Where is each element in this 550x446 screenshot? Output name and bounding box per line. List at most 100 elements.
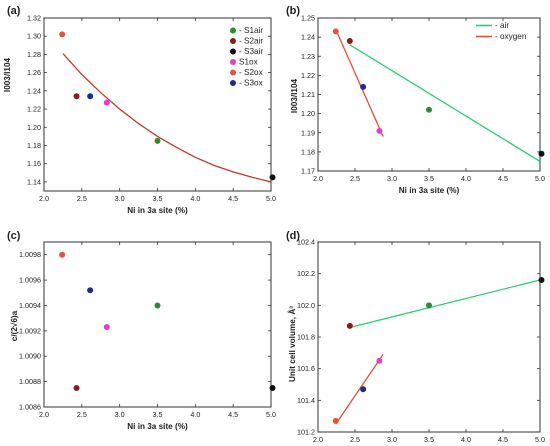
x-tick-label: 5.0 (266, 194, 276, 203)
trend-line-2 (335, 29, 384, 137)
legend-entry: S1ox (239, 58, 258, 67)
x-tick-label: 2.5 (350, 174, 360, 183)
x-tick-label: 4.0 (190, 194, 200, 203)
data-point (332, 28, 339, 35)
legend-marker (230, 59, 236, 65)
legend-entry: - air (495, 21, 509, 30)
y-tick-label: 1.0088 (19, 377, 41, 386)
x-tick-label: 5.0 (535, 435, 545, 444)
y-tick-label: 1.0086 (19, 403, 41, 412)
x-tick-label: 2.0 (39, 410, 49, 419)
y-axis-title: I003/I104 (290, 78, 299, 113)
y-tick-label: 1.0092 (19, 326, 41, 335)
x-tick-label: 2.0 (39, 194, 49, 203)
x-tick-label: 3.0 (115, 410, 125, 419)
y-tick-label: 1.16 (27, 159, 41, 168)
y-tick-label: 1.25 (301, 14, 315, 23)
data-point (426, 302, 432, 309)
data-point (376, 357, 383, 364)
x-tick-label: 5.0 (535, 174, 545, 183)
y-tick-label: 1.0094 (19, 301, 41, 310)
x-tick-label: 3.5 (153, 194, 163, 203)
x-tick-label: 2.0 (313, 174, 323, 183)
y-tick-label: 1.18 (27, 141, 41, 150)
legend-marker (230, 27, 236, 34)
x-tick-label: 2.5 (77, 194, 87, 203)
data-point (426, 106, 432, 113)
y-tick-label: 1.20 (27, 123, 41, 132)
chart-panel-3: (c) 2.0 2.5 3.0 3.5 4.0 4.5 5.0 1.0086 1.0088 1.00… (7, 230, 276, 431)
x-tick-label: 4.0 (190, 410, 200, 419)
y-tick-label: 101.2 (297, 428, 315, 437)
x-tick-label: 3.5 (424, 435, 434, 444)
y-tick-label: 1.32 (27, 14, 41, 23)
data-point (346, 322, 353, 329)
legend-marker (230, 80, 236, 86)
x-tick-label: 4.0 (461, 174, 471, 183)
y-tick-label: 102.0 (297, 301, 315, 310)
x-tick-label: 5.0 (266, 410, 276, 419)
panel-label: (c) (7, 230, 21, 242)
y-tick-label: 1.17 (301, 167, 315, 176)
y-tick-label: 1.0090 (19, 352, 41, 361)
legend-entry: - oxygen (495, 32, 527, 41)
data-point (103, 99, 110, 106)
data-point (538, 150, 545, 157)
data-point (103, 324, 110, 331)
x-tick-label: 3.5 (153, 410, 163, 419)
trend-line-1 (349, 44, 541, 162)
y-tick-label: 1.18 (301, 147, 315, 156)
plot-frame (43, 241, 272, 408)
data-point (87, 93, 94, 100)
x-tick-label: 4.5 (228, 194, 238, 203)
x-axis-title: Ni in 3a site (%) (127, 422, 188, 431)
x-tick-label: 3.0 (115, 194, 125, 203)
x-tick-label: 3.5 (424, 174, 434, 183)
x-tick-label: 2.5 (350, 435, 360, 444)
legend-marker (230, 38, 236, 44)
y-tick-label: 1.30 (27, 32, 41, 41)
y-tick-label: 1.19 (301, 128, 315, 137)
plot-frame (317, 241, 541, 433)
x-tick-label: 3.0 (387, 174, 397, 183)
y-tick-label: 102.2 (297, 269, 315, 278)
y-tick-label: 1.24 (301, 33, 315, 42)
chart-panel-2: (b) 2.0 2.5 3.0 3.5 4.0 4.5 5.0 1.17 1.18 1.19 1.20… (286, 5, 545, 195)
data-point (269, 384, 276, 391)
data-point (538, 277, 545, 283)
plot-frame (43, 17, 272, 192)
y-tick-label: 1.22 (301, 71, 315, 80)
data-point (87, 287, 94, 294)
y-tick-label: 101.8 (297, 333, 315, 342)
panel-label: (a) (7, 5, 21, 17)
panel-label: (d) (286, 230, 300, 242)
y-axis-title: I003/I104 (3, 57, 12, 92)
legend-marker (230, 48, 236, 55)
x-tick-label: 2.0 (313, 435, 323, 444)
y-tick-label: 1.24 (27, 86, 41, 95)
chart-panel-1: (a) 2.0 2.5 3.0 3.5 4.0 4.5 5.0 1.14 1.16 1.18 1.20… (3, 5, 276, 215)
x-axis-title: Ni in 3a site (%) (399, 186, 460, 195)
data-point (73, 384, 80, 391)
y-tick-label: 1.26 (27, 68, 41, 77)
y-tick-label: 1.14 (27, 177, 41, 186)
x-tick-label: 2.5 (77, 410, 87, 419)
y-tick-label: 1.20 (301, 109, 315, 118)
y-tick-label: 102.4 (297, 238, 315, 247)
data-point (376, 127, 383, 134)
trend-line-1 (349, 279, 541, 329)
x-tick-label: 4.5 (228, 410, 238, 419)
legend-marker (230, 69, 236, 76)
x-tick-label: 4.5 (498, 174, 508, 183)
y-tick-label: 1.21 (301, 90, 315, 99)
legend-entry: - S2air (239, 37, 263, 46)
data-point (332, 417, 339, 424)
x-tick-label: 4.5 (498, 435, 508, 444)
y-tick-label: 1.28 (27, 50, 41, 59)
data-point (73, 93, 80, 100)
y-tick-label: 1.0098 (19, 250, 41, 259)
x-axis-title: Ni in 3a site (%) (127, 206, 188, 215)
x-tick-label: 4.0 (461, 435, 471, 444)
legend-entry: - S2ox (239, 68, 263, 77)
